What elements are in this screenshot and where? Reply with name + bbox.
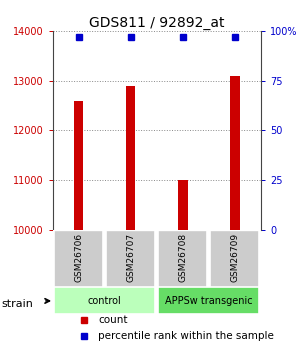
Title: GDS811 / 92892_at: GDS811 / 92892_at	[89, 16, 224, 30]
Bar	[106, 230, 155, 287]
Bar	[158, 287, 260, 315]
Text: count: count	[98, 315, 128, 325]
Bar	[54, 230, 103, 287]
Bar	[178, 180, 188, 230]
Bar	[158, 230, 207, 287]
Text: GSM26709: GSM26709	[230, 233, 239, 282]
Text: GSM26707: GSM26707	[126, 233, 135, 282]
Bar	[54, 287, 155, 315]
Text: GSM26706: GSM26706	[74, 233, 83, 282]
Bar	[210, 230, 260, 287]
Text: percentile rank within the sample: percentile rank within the sample	[98, 331, 274, 341]
Text: APPSw transgenic: APPSw transgenic	[165, 296, 253, 306]
Bar	[74, 100, 83, 230]
Bar	[230, 76, 240, 230]
Text: GSM26708: GSM26708	[178, 233, 187, 282]
Text: strain: strain	[2, 299, 33, 309]
Text: control: control	[88, 296, 122, 306]
Bar	[126, 86, 135, 230]
